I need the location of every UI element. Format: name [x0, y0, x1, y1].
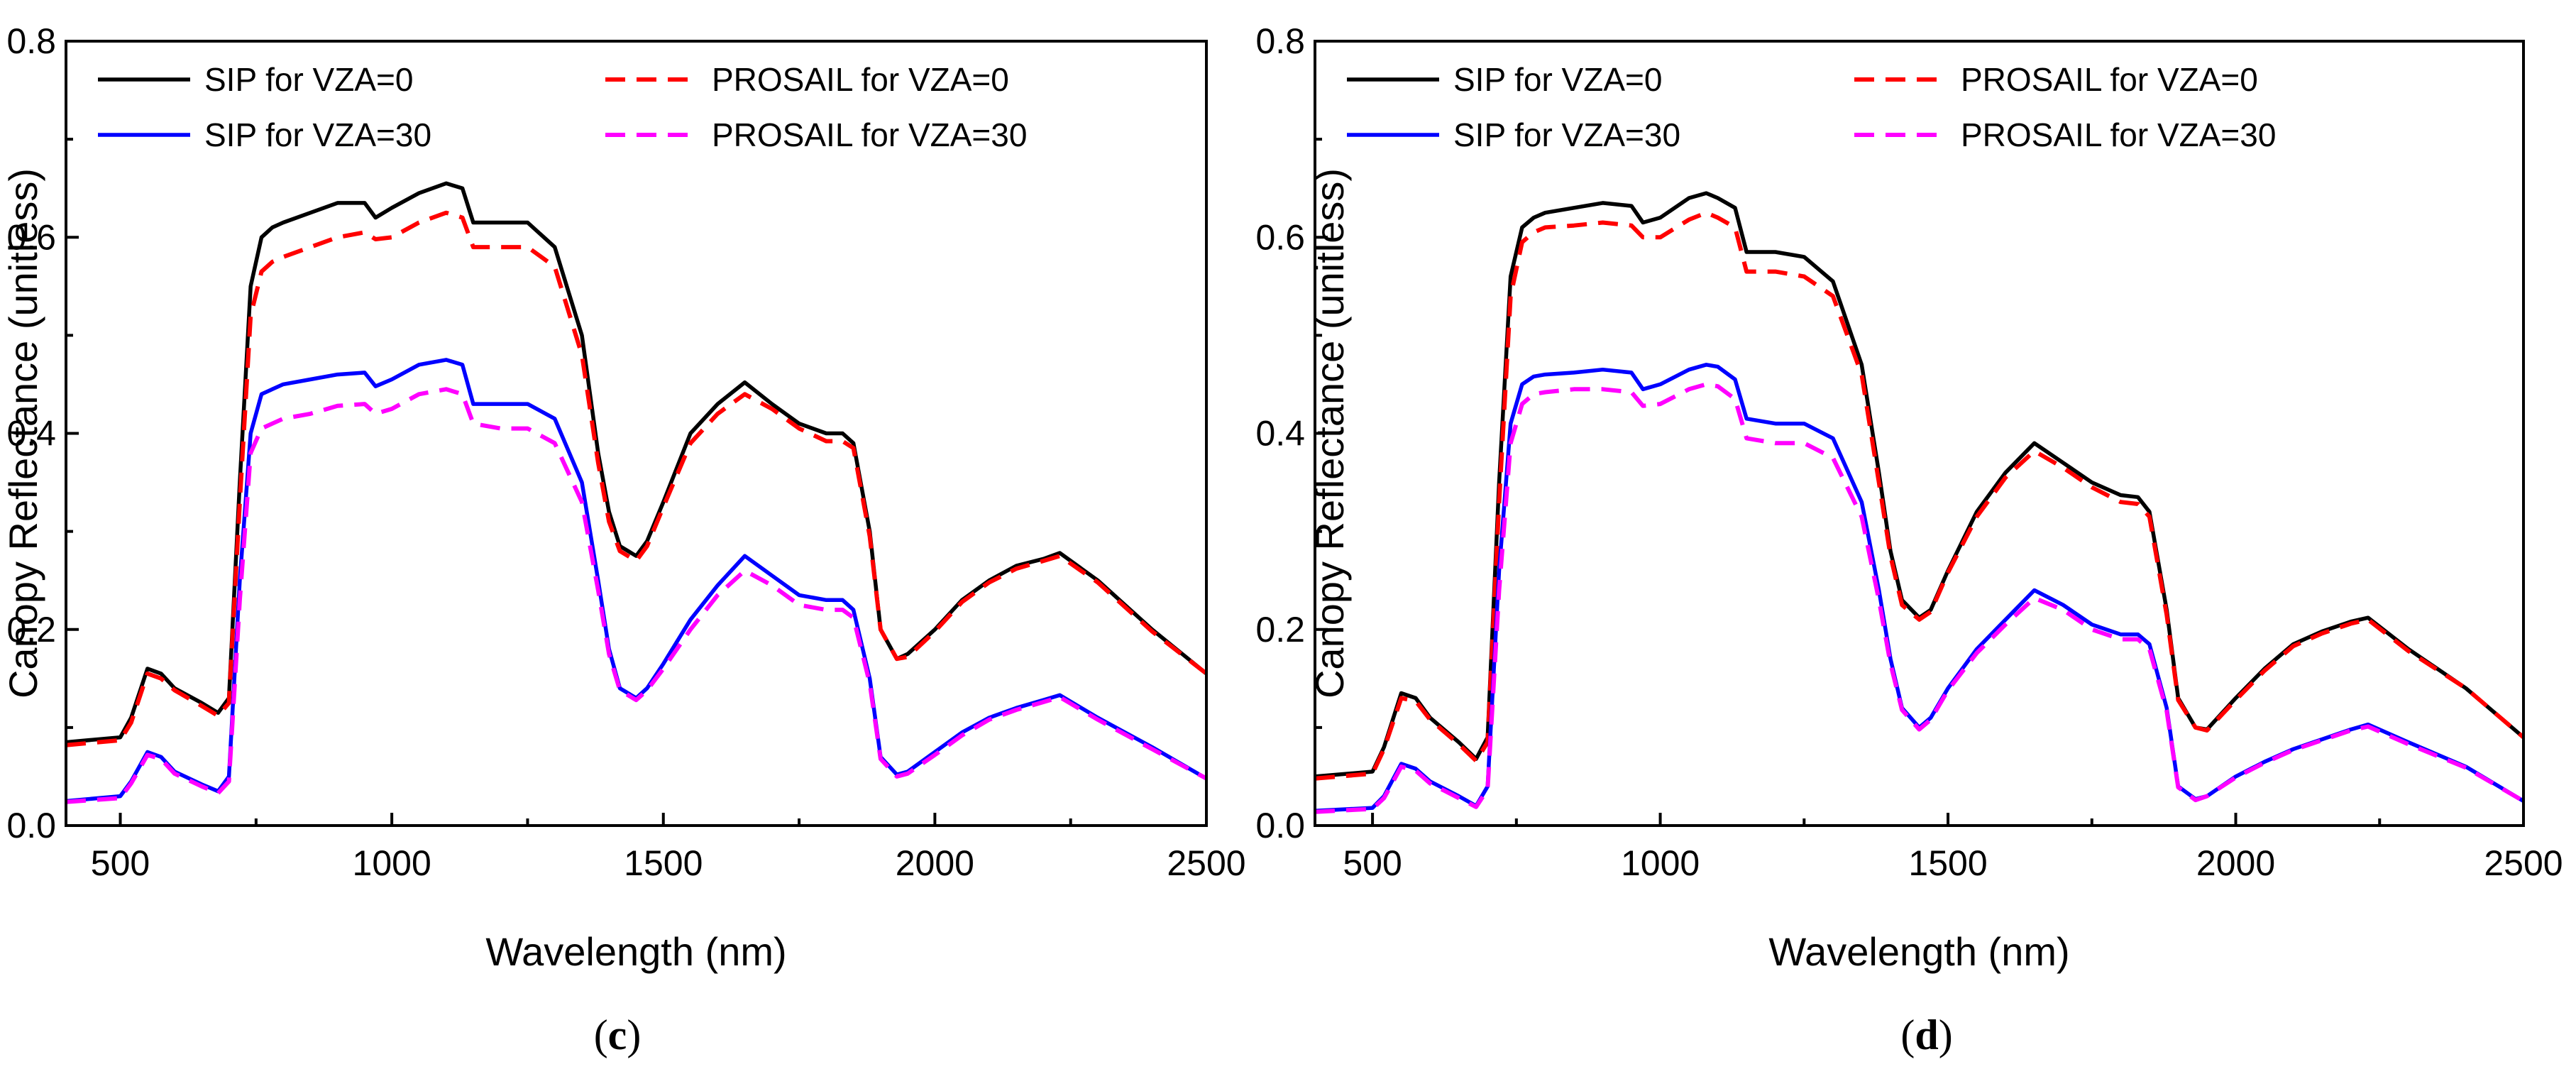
x-tick-label: 2500	[1167, 843, 1245, 883]
plot-frame	[65, 40, 1208, 827]
legend-label: SIP for VZA=0	[204, 61, 413, 98]
legend-entry: PROSAIL for VZA=30	[605, 116, 1027, 153]
x-tick-label: 500	[1343, 843, 1402, 883]
series-line-prosail-for-vza-30	[65, 387, 1208, 804]
legend-entry: SIP for VZA=0	[98, 61, 413, 98]
x-axis-title: Wavelength (nm)	[485, 929, 786, 974]
y-tick-label: 0.2	[6, 610, 56, 650]
x-tick-label: 1500	[1908, 843, 1987, 883]
y-tick-label: 0.6	[1255, 217, 1305, 257]
y-tick-label: 0.4	[6, 414, 56, 454]
series-line-prosail-for-vza-0	[1314, 210, 2525, 781]
legend-entry: PROSAIL for VZA=0	[605, 61, 1009, 98]
x-tick-label: 2000	[896, 843, 974, 883]
chart-panel-d: 500 1000 1500 2000 2500 0.0 0.2 0.4 0.6 0.8 Wavele…	[1255, 21, 2563, 1058]
x-tick-label: 1000	[353, 843, 431, 883]
y-tick-label: 0.0	[6, 806, 56, 845]
legend-label: PROSAIL for VZA=30	[1961, 116, 2276, 153]
series-line-prosail-for-vza-30	[1314, 382, 2525, 814]
x-tick-label: 1000	[1621, 843, 1700, 883]
y-axis-title: Canopy Reflectance (unitless)	[1307, 168, 1352, 698]
panel-label: (c)	[594, 1012, 642, 1058]
y-tick-label: 0.8	[1255, 21, 1305, 61]
y-tick-label: 0.2	[1255, 610, 1305, 650]
panel-label: (d)	[1900, 1012, 1952, 1058]
legend-entry: SIP for VZA=0	[1347, 61, 1662, 98]
legend-entry: SIP for VZA=30	[98, 116, 431, 153]
plot-frame	[1314, 40, 2525, 827]
legend-entry: PROSAIL for VZA=0	[1854, 61, 2258, 98]
legend-label: PROSAIL for VZA=30	[712, 116, 1027, 153]
legend-label: PROSAIL for VZA=0	[1961, 61, 2258, 98]
chart-panel-c: 500 1000 1500 2000 2500 0.0 0.2 0.4 0.6 0.8 Wavele…	[1, 21, 1246, 1058]
y-tick-label: 0.6	[6, 217, 56, 257]
legend-label: SIP for VZA=30	[204, 116, 431, 153]
legend-label: SIP for VZA=30	[1453, 116, 1680, 153]
x-axis-title: Wavelength (nm)	[1768, 929, 2069, 974]
legend-entry: SIP for VZA=30	[1347, 116, 1680, 153]
y-tick-label: 0.0	[1255, 806, 1305, 845]
x-tick-label: 2000	[2196, 843, 2275, 883]
series-line-prosail-for-vza-0	[65, 210, 1208, 747]
series-line-sip-for-vza-0	[1314, 191, 2525, 779]
y-tick-label: 0.8	[6, 21, 56, 61]
y-tick-label: 0.4	[1255, 414, 1305, 454]
legend-entry: PROSAIL for VZA=30	[1854, 116, 2276, 153]
legend-label: SIP for VZA=0	[1453, 61, 1662, 98]
y-axis-title: Canopy Reflectance (unitless)	[1, 168, 45, 698]
x-tick-label: 1500	[624, 843, 703, 883]
x-tick-label: 500	[91, 843, 150, 883]
legend-label: PROSAIL for VZA=0	[712, 61, 1009, 98]
x-tick-label: 2500	[2484, 843, 2563, 883]
